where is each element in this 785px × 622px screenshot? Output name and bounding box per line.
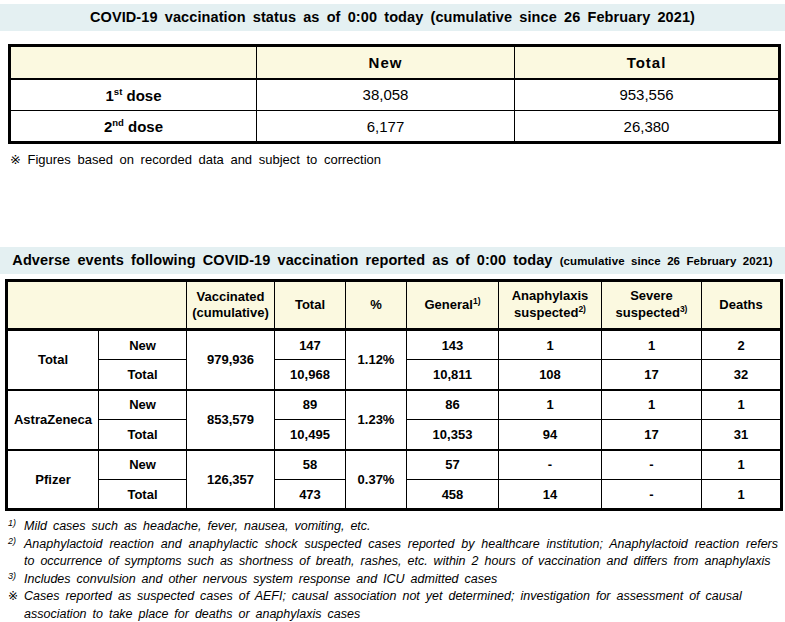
footnote-marker: 1)	[8, 515, 24, 533]
t2-row-total-new: Total New 979,936 147 1.12% 143 1 1 2	[7, 330, 782, 360]
footnote-text: Anaphylactoid reaction and anaphylactic …	[24, 536, 778, 571]
adverse-events-title-sub: (cumulative since 26 February 2021)	[560, 255, 773, 267]
t2-total-vaccinated: 979,936	[187, 330, 275, 390]
t2-astrazeneca-new-deaths: 1	[702, 390, 782, 420]
footnote-marker: ※	[8, 588, 24, 622]
page: COVID-19 vaccination status as of 0:00 t…	[0, 4, 785, 622]
t2-group-label-astrazeneca: AstraZeneca	[7, 390, 99, 450]
t1-first-dose-new: 38,058	[257, 79, 515, 111]
figures-note: ※ Figures based on recorded data and sub…	[10, 152, 785, 167]
t2-col-header-total: Total	[275, 281, 346, 330]
t2-pfizer-cum-severe: -	[602, 480, 702, 510]
t2-astrazeneca-pct: 1.23%	[346, 390, 407, 450]
t2-astrazeneca-cum-anaphylaxis: 94	[499, 420, 602, 450]
t2-total-cum-deaths: 32	[702, 360, 782, 390]
t2-total-cum-severe: 17	[602, 360, 702, 390]
footnote-text: Mild cases such as headache, fever, naus…	[24, 518, 778, 536]
footnote-severe: 3) Includes convulsion and other nervous…	[8, 571, 778, 589]
t2-total-new-severe: 1	[602, 330, 702, 360]
t2-pfizer-new-anaphylaxis: -	[499, 450, 602, 480]
t1-row-first-dose: 1st dose 38,058 953,556	[10, 79, 780, 111]
t2-group-label-total: Total	[7, 330, 99, 390]
t2-astrazeneca-new-anaphylaxis: 1	[499, 390, 602, 420]
footnote-text: Cases reported as suspected cases of AEF…	[24, 588, 778, 622]
t2-total-new-total: 147	[275, 330, 346, 360]
t2-sublabel: Total	[99, 420, 187, 450]
t2-row-astrazeneca-new: AstraZeneca New 853,579 89 1.23% 86 1 1 …	[7, 390, 782, 420]
t1-label-second-dose: 2nd dose	[10, 111, 257, 143]
t2-sublabel: Total	[99, 360, 187, 390]
t2-group-label-pfizer: Pfizer	[7, 450, 99, 510]
footnote-general: 1) Mild cases such as headache, fever, n…	[8, 518, 778, 536]
t1-second-dose-total: 26,380	[515, 111, 780, 143]
t2-pfizer-new-general: 57	[407, 450, 499, 480]
t2-astrazeneca-new-general: 86	[407, 390, 499, 420]
t1-label-first-dose: 1st dose	[10, 79, 257, 111]
t2-pfizer-cum-deaths: 1	[702, 480, 782, 510]
t2-astrazeneca-cum-total: 10,495	[275, 420, 346, 450]
t2-col-header-anaphylaxis: Anaphylaxissuspected2)	[499, 281, 602, 330]
t2-row-pfizer-new: Pfizer New 126,357 58 0.37% 57 - - 1	[7, 450, 782, 480]
t1-col-header-new: New	[257, 46, 515, 79]
t2-total-pct: 1.12%	[346, 330, 407, 390]
t1-second-dose-new: 6,177	[257, 111, 515, 143]
t2-pfizer-pct: 0.37%	[346, 450, 407, 510]
t2-astrazeneca-cum-severe: 17	[602, 420, 702, 450]
t2-col-header-vaccinated: Vaccinated(cumulative)	[187, 281, 275, 330]
t2-total-cum-total: 10,968	[275, 360, 346, 390]
t2-header-row: Vaccinated(cumulative) Total % General1)…	[7, 281, 782, 330]
t2-pfizer-new-deaths: 1	[702, 450, 782, 480]
t2-pfizer-vaccinated: 126,357	[187, 450, 275, 510]
vaccination-status-title: COVID-19 vaccination status as of 0:00 t…	[0, 4, 785, 31]
t1-corner-cell	[10, 46, 257, 79]
t2-sublabel: Total	[99, 480, 187, 510]
t1-first-dose-total: 953,556	[515, 79, 780, 111]
t2-col-header-severe: Severesuspected3)	[602, 281, 702, 330]
t2-pfizer-new-severe: -	[602, 450, 702, 480]
t2-astrazeneca-vaccinated: 853,579	[187, 390, 275, 450]
footnote-marker: 3)	[8, 568, 24, 586]
t2-pfizer-cum-general: 458	[407, 480, 499, 510]
t2-sublabel: New	[99, 330, 187, 360]
t2-astrazeneca-cum-general: 10,353	[407, 420, 499, 450]
t2-astrazeneca-new-severe: 1	[602, 390, 702, 420]
t2-total-new-general: 143	[407, 330, 499, 360]
t2-sublabel: New	[99, 450, 187, 480]
t2-astrazeneca-new-total: 89	[275, 390, 346, 420]
t2-corner-cell	[7, 281, 187, 330]
t2-total-new-anaphylaxis: 1	[499, 330, 602, 360]
adverse-events-table: Vaccinated(cumulative) Total % General1)…	[5, 279, 783, 511]
t2-col-header-pct: %	[346, 281, 407, 330]
t1-row-second-dose: 2nd dose 6,177 26,380	[10, 111, 780, 143]
adverse-events-title: Adverse events following COVID-19 vaccin…	[0, 247, 785, 274]
t2-total-cum-anaphylaxis: 108	[499, 360, 602, 390]
t2-total-new-deaths: 2	[702, 330, 782, 360]
t2-astrazeneca-cum-deaths: 31	[702, 420, 782, 450]
footnote-text: Includes convulsion and other nervous sy…	[24, 571, 778, 589]
footnote-aefi: ※ Cases reported as suspected cases of A…	[8, 588, 778, 622]
footnotes: 1) Mild cases such as headache, fever, n…	[8, 518, 778, 622]
vaccination-status-table: New Total 1st dose 38,058 953,556 2nd do…	[8, 44, 781, 144]
adverse-events-title-main: Adverse events following COVID-19 vaccin…	[12, 252, 552, 268]
t1-header-row: New Total	[10, 46, 780, 79]
t1-col-header-total: Total	[515, 46, 780, 79]
t2-total-cum-general: 10,811	[407, 360, 499, 390]
t2-pfizer-cum-anaphylaxis: 14	[499, 480, 602, 510]
t2-pfizer-cum-total: 473	[275, 480, 346, 510]
t2-col-header-deaths: Deaths	[702, 281, 782, 330]
t2-col-header-general: General1)	[407, 281, 499, 330]
footnote-marker: 2)	[8, 533, 24, 568]
footnote-anaphylaxis: 2) Anaphylactoid reaction and anaphylact…	[8, 536, 778, 571]
t2-pfizer-new-total: 58	[275, 450, 346, 480]
t2-sublabel: New	[99, 390, 187, 420]
